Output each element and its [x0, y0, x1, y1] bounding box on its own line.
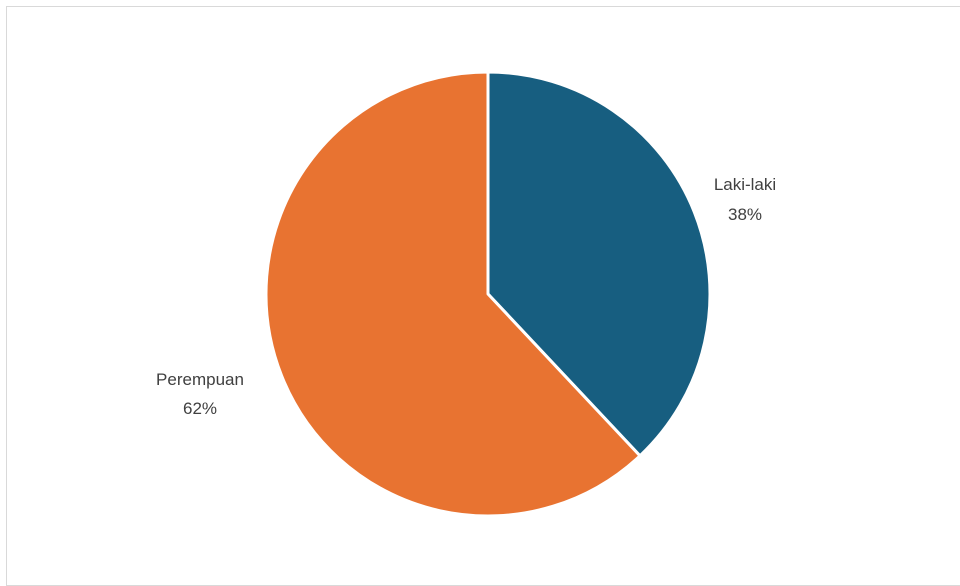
- data-label-perempuan-name: Perempuan: [156, 370, 244, 389]
- data-label-laki-laki-name: Laki-laki: [714, 175, 776, 194]
- pie-slices: [266, 72, 710, 516]
- data-label-laki-laki-percent: 38%: [728, 205, 762, 224]
- data-label-perempuan-percent: 62%: [183, 399, 217, 418]
